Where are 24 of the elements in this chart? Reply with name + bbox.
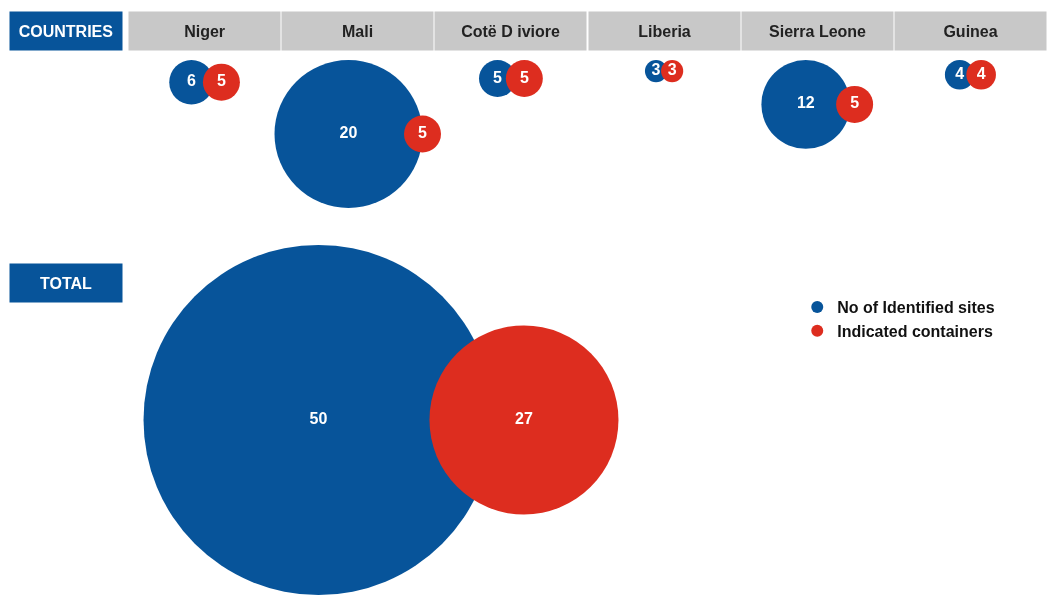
category-label: Cotë D iviore	[461, 22, 560, 40]
data-label: 5	[493, 68, 503, 86]
data-label: 4	[976, 64, 986, 82]
data-label: 5	[850, 94, 860, 112]
data-label: 5	[216, 72, 226, 90]
category-label: Mali	[342, 22, 374, 40]
data-label: 3	[667, 61, 677, 79]
category-label: Liberia	[638, 22, 691, 40]
category-label: Guinea	[943, 22, 998, 40]
data-label: 4	[955, 64, 965, 82]
data-label: 27	[515, 410, 533, 427]
data-label: 12	[796, 94, 815, 112]
legend-label: No of Identified sites	[837, 299, 995, 317]
legend-label: Indicated containers	[837, 322, 993, 340]
data-label: 6	[187, 72, 196, 90]
data-label: 3	[651, 61, 661, 79]
text: COUNTRIES	[18, 22, 114, 40]
data-label: 50	[309, 410, 328, 427]
data-label: 20	[339, 124, 358, 141]
category-label: TOTAL	[39, 274, 93, 292]
category-label: Niger	[184, 22, 226, 40]
data-label: 5	[418, 124, 428, 141]
category-label: Sierra Leone	[769, 22, 867, 40]
data-label: 5	[519, 68, 529, 86]
